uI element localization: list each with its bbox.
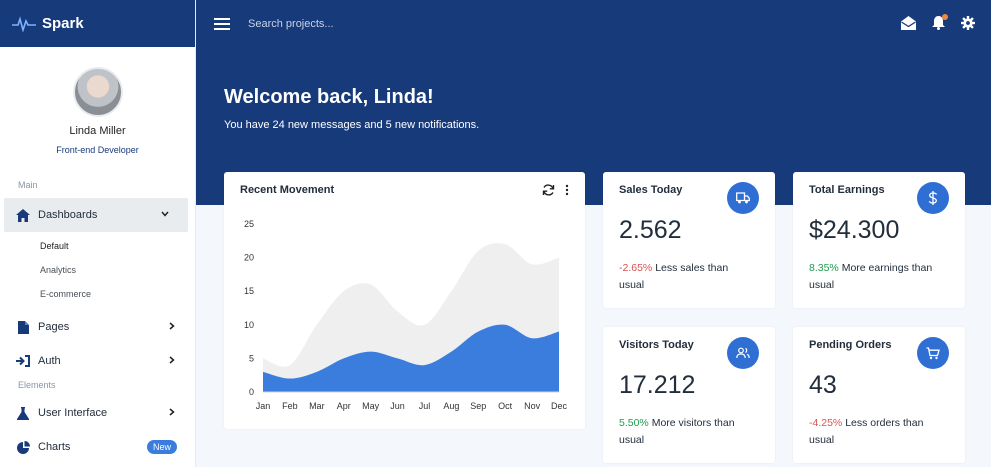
new-badge: New [146,440,177,454]
sidebar-item-pages[interactable]: Pages [0,310,195,344]
section-label-elements: Elements [18,380,56,390]
search-input[interactable]: Search projects... [248,17,334,30]
brand-name: Spark [42,15,84,32]
stat-title: Sales Today [619,184,683,196]
x-tick-label: Nov [524,401,541,411]
stat-note-text: More visitors than usual [619,417,735,446]
gear-icon[interactable] [961,16,975,35]
stat-title: Pending Orders [809,339,892,351]
x-tick-label: Feb [282,401,298,411]
brand[interactable]: Spark [0,0,195,47]
topbar: Search projects... [196,0,991,47]
stat-value: 2.562 [619,216,682,244]
users-icon [727,337,759,369]
welcome-subtitle: You have 24 new messages and 5 new notif… [224,119,480,131]
stat-note: 8.35% More earnings than usual [809,260,944,294]
x-tick-label: Apr [337,401,351,411]
x-tick-label: May [362,401,380,411]
stat-change: -4.25% [809,417,843,429]
stat-change: 5.50% [619,417,649,429]
x-tick-label: Aug [443,401,459,411]
y-tick-label: 20 [244,253,254,263]
profile-name[interactable]: Linda Miller [69,125,126,137]
chart-title: Recent Movement [240,184,335,196]
sidebar-item-label: Dashboards [38,209,98,221]
x-tick-label: Sep [470,401,486,411]
dollar-icon [917,182,949,214]
topbar-actions [901,14,975,35]
notification-dot [942,14,948,20]
stat-card-pending-orders: Pending Orders 43 -4.25% Less orders tha… [793,327,965,463]
envelope-open-icon[interactable] [901,16,916,35]
sign-in-icon [14,355,32,367]
sidebar-item-dashboards[interactable]: Dashboards [4,198,188,232]
file-icon [14,320,32,334]
stat-note: 5.50% More visitors than usual [619,415,754,449]
cart-icon [917,337,949,369]
sidebar-item-label: User Interface [38,407,108,419]
stat-value: $24.300 [809,216,900,244]
stat-card-total-earnings: Total Earnings $24.300 8.35% More earnin… [793,172,965,308]
area-series-2 [263,324,559,392]
pie-chart-icon [14,440,32,454]
stat-note: -4.25% Less orders than usual [809,415,944,449]
stat-change: 8.35% [809,262,839,274]
sidebar-subitem-analytics[interactable]: Analytics [40,265,77,275]
y-tick-label: 25 [244,219,254,229]
profile-role: Front-end Developer [56,145,139,155]
stat-value: 43 [809,371,837,399]
recent-movement-card: Recent Movement 0 5 10 15 20 25 Jan Feb Mar Apr Ma… [224,172,585,429]
stat-note-text: Less orders than usual [809,417,924,446]
stat-note: -2.65% Less sales than usual [619,260,754,294]
y-tick-label: 5 [249,353,254,363]
welcome-title: Welcome back, Linda! [224,86,434,108]
y-tick-label: 0 [249,387,254,397]
section-label-main: Main [18,180,38,190]
chevron-right-icon [167,407,177,420]
x-tick-label: Mar [309,401,325,411]
hero-banner [196,0,991,205]
x-tick-label: Jun [390,401,405,411]
x-tick-label: Jul [419,401,431,411]
menu-toggle-icon[interactable] [214,17,230,30]
stat-note-text: Less sales than usual [619,262,729,291]
sidebar-item-label: Auth [38,355,61,367]
refresh-icon[interactable] [542,183,555,201]
sidebar-subitem-ecommerce[interactable]: E-commerce [40,289,92,299]
stat-change: -2.65% [619,262,653,274]
more-vertical-icon[interactable] [565,183,569,201]
home-icon [14,208,32,222]
stat-value: 17.212 [619,371,696,399]
sidebar-item-label: Pages [38,321,70,333]
sidebar-item-user-interface[interactable]: User Interface [0,396,195,430]
chart-actions [542,183,569,201]
x-tick-label: Dec [551,401,568,411]
chevron-right-icon [167,355,177,368]
area-chart: 0 5 10 15 20 25 Jan Feb Mar Apr May Jun Jul Aug Sep Oct… [244,219,568,411]
flask-icon [14,406,32,420]
stat-title: Total Earnings [809,184,885,196]
y-tick-label: 10 [244,320,254,330]
sidebar-subitem-default[interactable]: Default [40,241,69,251]
stat-note-text: More earnings than usual [809,262,933,291]
bell-icon[interactable] [932,14,948,35]
chevron-right-icon [167,321,177,334]
x-tick-label: Jan [256,401,271,411]
stat-title: Visitors Today [619,339,694,351]
x-tick-label: Oct [498,401,513,411]
truck-icon [727,182,759,214]
sidebar: Spark Linda Miller Front-end Developer M… [0,0,196,467]
sidebar-item-charts[interactable]: Charts New [0,430,195,464]
y-tick-label: 15 [244,286,254,296]
sidebar-item-auth[interactable]: Auth [0,344,195,378]
stat-card-visitors-today: Visitors Today 17.212 5.50% More visitor… [603,327,775,463]
pulse-logo-icon [12,15,36,32]
stat-card-sales-today: Sales Today 2.562 -2.65% Less sales than… [603,172,775,308]
sidebar-item-label: Charts [38,441,71,453]
avatar[interactable] [72,67,123,117]
chevron-down-icon [160,209,170,222]
user-profile: Linda Miller Front-end Developer [0,47,195,155]
